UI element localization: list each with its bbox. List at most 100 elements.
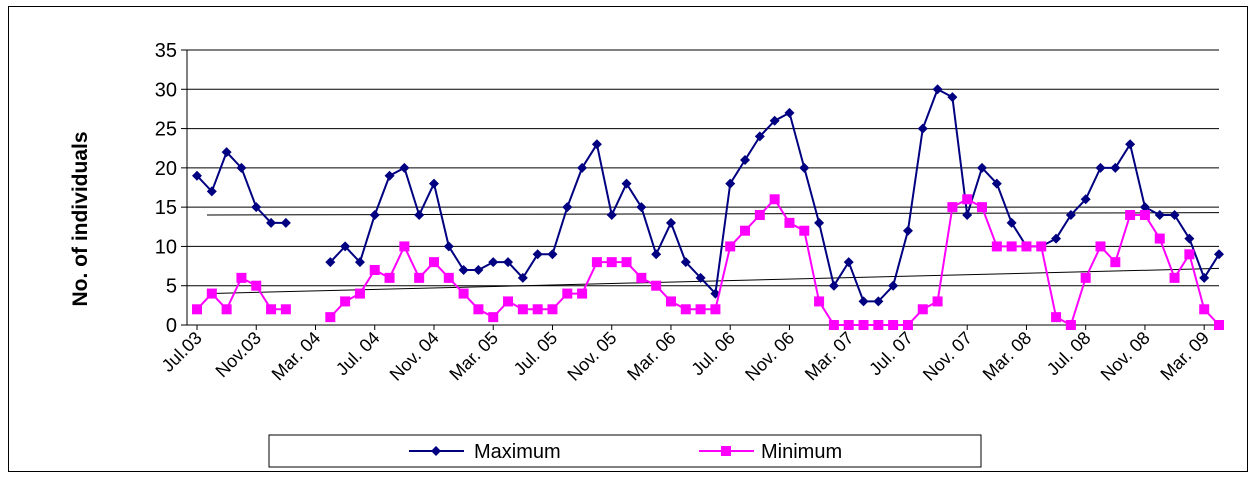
legend-label: Minimum bbox=[761, 441, 842, 463]
data-point bbox=[799, 162, 810, 173]
data-point bbox=[799, 225, 810, 236]
data-point bbox=[621, 178, 632, 189]
x-tick-label: Mar. 09 bbox=[1156, 328, 1213, 385]
data-point bbox=[932, 296, 943, 307]
data-point bbox=[740, 225, 751, 236]
data-point bbox=[473, 265, 484, 275]
data-point bbox=[488, 257, 499, 268]
data-point bbox=[280, 217, 291, 228]
data-point bbox=[1169, 210, 1180, 220]
data-point bbox=[325, 257, 336, 268]
y-tick-label: 15 bbox=[155, 197, 177, 219]
data-point bbox=[902, 320, 913, 330]
data-point bbox=[721, 446, 731, 456]
data-point bbox=[503, 296, 514, 307]
data-point bbox=[1199, 304, 1210, 315]
data-point bbox=[1051, 233, 1062, 244]
x-tick-label: Mar. 07 bbox=[801, 328, 858, 385]
data-point bbox=[399, 162, 410, 173]
x-tick-label: Mar. 08 bbox=[979, 328, 1036, 385]
data-point bbox=[814, 296, 825, 307]
data-point bbox=[843, 257, 854, 268]
data-point bbox=[577, 288, 588, 299]
data-point bbox=[665, 217, 676, 228]
data-point bbox=[858, 296, 869, 307]
data-point bbox=[962, 210, 973, 220]
data-point bbox=[1065, 210, 1076, 220]
data-point bbox=[266, 217, 277, 228]
legend-box bbox=[268, 434, 982, 468]
data-point bbox=[1139, 202, 1150, 213]
data-point bbox=[369, 210, 380, 220]
y-axis-label: No. of individuals bbox=[69, 131, 92, 306]
data-point bbox=[340, 241, 351, 252]
data-point bbox=[1095, 241, 1106, 252]
trendlines bbox=[206, 212, 1220, 295]
data-point bbox=[547, 304, 558, 315]
data-point bbox=[695, 304, 706, 315]
data-point bbox=[947, 202, 958, 213]
x-tick-label: Jul. 07 bbox=[865, 328, 917, 380]
data-point bbox=[517, 304, 528, 315]
data-point bbox=[769, 115, 780, 126]
data-point bbox=[1214, 249, 1224, 260]
data-point bbox=[236, 272, 247, 283]
data-point bbox=[947, 92, 958, 103]
data-point bbox=[1214, 320, 1224, 330]
data-point bbox=[591, 257, 602, 268]
data-point bbox=[888, 320, 899, 330]
data-point bbox=[651, 249, 662, 260]
y-tick-label: 0 bbox=[166, 315, 177, 337]
data-point bbox=[221, 147, 232, 158]
legend: Maximum Minimum bbox=[268, 434, 982, 468]
data-point bbox=[828, 280, 839, 291]
data-point bbox=[1125, 210, 1136, 220]
data-point bbox=[414, 272, 425, 283]
data-point bbox=[1184, 249, 1195, 260]
data-point bbox=[725, 178, 736, 189]
data-point bbox=[991, 241, 1002, 252]
legend-label: Maximum bbox=[474, 441, 561, 463]
data-point bbox=[325, 312, 336, 323]
chart-frame: No. of individuals Jul.03 Nov.03 Mar. 04 Ju… bbox=[8, 6, 1248, 472]
data-point bbox=[384, 170, 395, 181]
data-point bbox=[340, 296, 351, 307]
data-point bbox=[251, 202, 262, 213]
data-point bbox=[1125, 139, 1136, 150]
data-point bbox=[695, 272, 706, 283]
data-point bbox=[443, 272, 454, 283]
data-point bbox=[902, 225, 913, 236]
data-point bbox=[384, 272, 395, 283]
data-point bbox=[680, 304, 691, 315]
y-tick-labels: 0 5 10 15 20 25 30 35 bbox=[155, 40, 177, 337]
data-point bbox=[843, 320, 854, 330]
x-tick-label: Nov. 08 bbox=[1097, 328, 1154, 385]
data-point bbox=[431, 446, 441, 456]
series-line bbox=[329, 197, 1220, 327]
x-tick-label: Jul. 05 bbox=[510, 328, 562, 380]
series bbox=[192, 84, 1224, 330]
data-point bbox=[532, 249, 543, 260]
data-point bbox=[591, 139, 602, 150]
data-point bbox=[962, 194, 973, 205]
data-point bbox=[917, 123, 928, 134]
data-point bbox=[547, 249, 558, 260]
data-point bbox=[754, 210, 765, 220]
data-point bbox=[562, 288, 573, 299]
data-point bbox=[977, 162, 988, 173]
data-point bbox=[1110, 257, 1121, 268]
x-tick-label: Jul. 06 bbox=[687, 328, 739, 380]
data-point bbox=[562, 202, 573, 213]
data-point bbox=[888, 280, 899, 291]
data-point bbox=[1095, 162, 1106, 173]
data-point bbox=[651, 280, 662, 291]
data-point bbox=[1169, 272, 1180, 283]
y-tick-label: 30 bbox=[155, 79, 177, 101]
data-point bbox=[458, 288, 469, 299]
x-tick-label: Nov.03 bbox=[212, 328, 266, 382]
y-tick-label: 35 bbox=[155, 40, 177, 62]
data-point bbox=[458, 265, 469, 275]
data-point bbox=[636, 272, 647, 283]
y-tick-label: 20 bbox=[155, 158, 177, 180]
data-point bbox=[369, 265, 380, 275]
